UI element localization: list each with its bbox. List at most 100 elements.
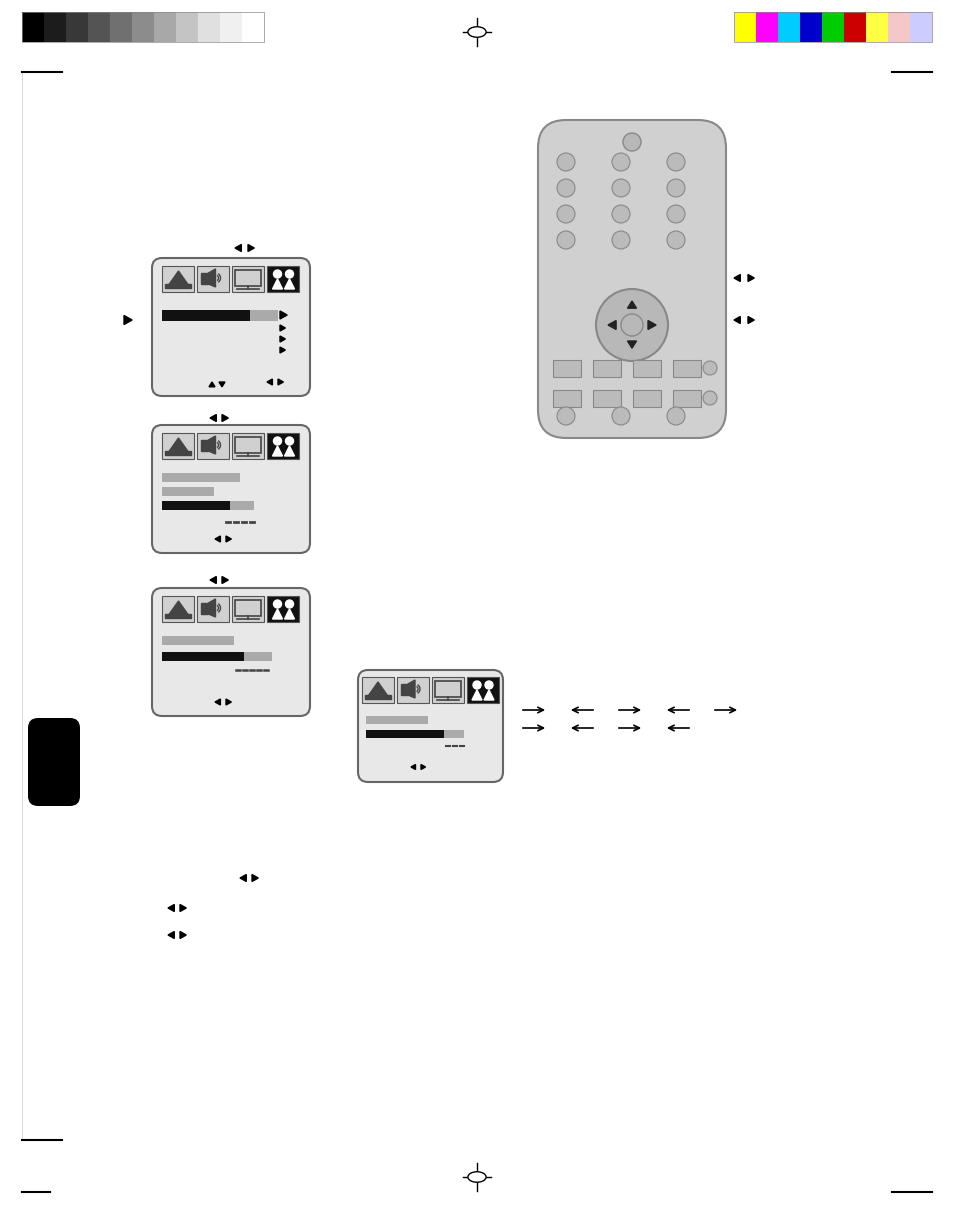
Bar <box>220 12 242 42</box>
Circle shape <box>484 681 493 689</box>
Bar <box>633 360 660 377</box>
Bar <box>267 433 299 459</box>
Bar <box>909 12 931 42</box>
Circle shape <box>557 407 575 426</box>
Polygon shape <box>411 764 416 769</box>
FancyBboxPatch shape <box>152 426 310 553</box>
FancyBboxPatch shape <box>152 588 310 716</box>
Polygon shape <box>647 320 656 330</box>
Bar <box>22 12 264 42</box>
Bar <box>593 360 620 377</box>
Bar <box>22 12 44 42</box>
Bar <box>778 12 800 42</box>
FancyBboxPatch shape <box>537 120 725 438</box>
Bar <box>242 12 264 42</box>
Bar <box>553 360 580 377</box>
Circle shape <box>557 206 575 222</box>
Bar <box>672 391 700 407</box>
Polygon shape <box>280 347 285 353</box>
Bar <box>733 12 755 42</box>
Polygon shape <box>273 609 282 619</box>
Polygon shape <box>284 446 294 456</box>
Bar <box>244 652 272 661</box>
Circle shape <box>473 681 480 689</box>
Polygon shape <box>280 311 287 319</box>
Polygon shape <box>747 317 754 324</box>
Polygon shape <box>214 536 220 542</box>
Circle shape <box>285 436 294 445</box>
Circle shape <box>666 231 684 249</box>
Bar <box>233 433 264 459</box>
Bar <box>672 360 700 377</box>
Circle shape <box>612 206 629 222</box>
Bar <box>865 12 887 42</box>
Bar <box>800 12 821 42</box>
Bar <box>197 433 230 459</box>
Polygon shape <box>747 274 754 282</box>
Polygon shape <box>420 764 425 769</box>
Circle shape <box>285 270 294 278</box>
Bar <box>165 614 192 618</box>
Polygon shape <box>284 609 294 619</box>
Bar <box>733 12 931 42</box>
Circle shape <box>666 407 684 426</box>
Bar <box>162 487 213 496</box>
Bar <box>467 677 498 702</box>
Polygon shape <box>167 438 191 455</box>
Bar <box>366 716 428 724</box>
Polygon shape <box>483 690 494 700</box>
Circle shape <box>612 407 629 426</box>
Circle shape <box>666 179 684 197</box>
Polygon shape <box>226 699 232 705</box>
Bar <box>201 603 209 614</box>
Polygon shape <box>277 378 283 384</box>
Bar <box>162 636 233 644</box>
Polygon shape <box>209 436 215 455</box>
Bar <box>267 266 299 293</box>
Circle shape <box>596 289 667 361</box>
Bar <box>400 684 408 695</box>
Polygon shape <box>234 244 241 251</box>
Circle shape <box>622 133 640 151</box>
Polygon shape <box>267 378 273 384</box>
Bar <box>553 391 580 407</box>
Circle shape <box>612 179 629 197</box>
Bar <box>755 12 778 42</box>
Ellipse shape <box>467 1172 486 1182</box>
Polygon shape <box>472 690 481 700</box>
Bar <box>110 12 132 42</box>
Bar <box>887 12 909 42</box>
Polygon shape <box>248 244 254 251</box>
Circle shape <box>274 600 281 608</box>
Ellipse shape <box>467 27 486 37</box>
Polygon shape <box>168 904 174 912</box>
Polygon shape <box>222 577 228 584</box>
Bar <box>197 266 230 293</box>
Polygon shape <box>627 341 636 348</box>
Circle shape <box>612 154 629 170</box>
Polygon shape <box>167 271 191 288</box>
Polygon shape <box>210 415 216 422</box>
Bar <box>435 681 460 698</box>
Circle shape <box>612 231 629 249</box>
Bar <box>162 596 194 621</box>
FancyBboxPatch shape <box>357 670 502 782</box>
FancyBboxPatch shape <box>152 258 310 397</box>
Polygon shape <box>180 904 186 912</box>
Bar <box>165 451 192 455</box>
Bar <box>201 440 209 451</box>
Bar <box>44 12 66 42</box>
Circle shape <box>666 154 684 170</box>
Polygon shape <box>209 598 215 617</box>
Circle shape <box>666 206 684 222</box>
Polygon shape <box>240 874 246 881</box>
Bar <box>365 695 391 699</box>
Polygon shape <box>627 301 636 308</box>
Bar <box>235 436 261 453</box>
Polygon shape <box>226 536 232 542</box>
Bar <box>162 652 244 661</box>
Polygon shape <box>214 699 220 705</box>
Bar <box>821 12 843 42</box>
Bar <box>633 391 660 407</box>
Polygon shape <box>733 317 740 324</box>
